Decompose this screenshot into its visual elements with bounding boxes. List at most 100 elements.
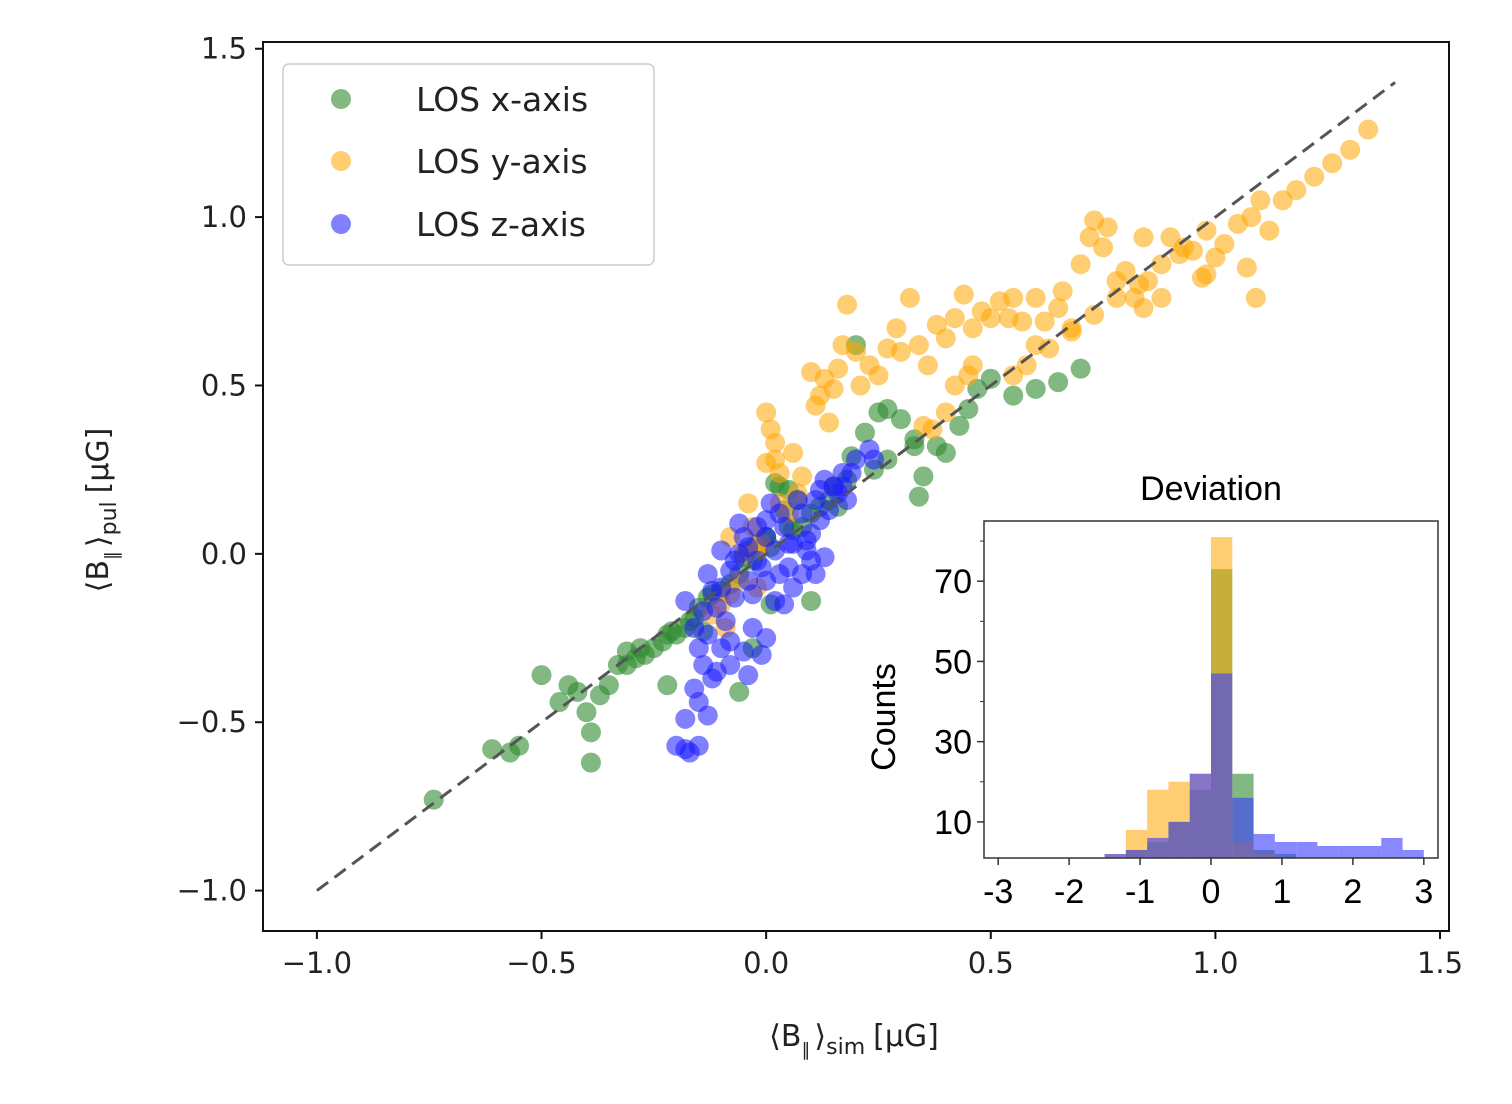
scatter-point-z [756, 628, 777, 649]
scatter-point-z [697, 564, 718, 585]
y-axis-label: ⟨B∥ ⟩pul [μG] [81, 428, 123, 593]
scatter-point-y [1097, 217, 1118, 238]
x-tick-label: 1.0 [1192, 946, 1238, 980]
scatter-point-y [998, 308, 1019, 329]
y-axis-label-unit: [μG] [81, 428, 116, 494]
scatter-point-y [1286, 180, 1307, 201]
scatter-point-x [549, 692, 570, 713]
inset-title: Deviation [1140, 470, 1282, 508]
hist-bar-z [1359, 845, 1382, 858]
scatter-point-y [935, 402, 956, 423]
scatter-point-y [769, 463, 790, 484]
scatter-point-x [1025, 378, 1046, 399]
scatter-point-x [482, 739, 503, 760]
scatter-point-x [657, 675, 678, 696]
scatter-point-z [814, 547, 835, 568]
scatter-point-y [1106, 287, 1127, 308]
scatter-point-z [837, 489, 858, 510]
x-axis-label: ⟨B∥ ⟩sim [μG] [769, 1019, 939, 1061]
scatter-point-y [783, 442, 804, 463]
main-plot-frame [262, 41, 1450, 932]
x-tick-label: −0.5 [506, 946, 576, 980]
x-axis-label-unit: [μG] [873, 1019, 939, 1054]
scatter-point-y [1048, 298, 1069, 319]
scatter-point-x [801, 590, 822, 611]
scatter-point-z [684, 678, 705, 699]
inset-y-tick-label: 30 [934, 724, 972, 762]
scatter-point-y [1151, 287, 1172, 308]
scatter-point-z [702, 580, 723, 601]
legend-box [282, 63, 655, 266]
scatter-point-y [1214, 234, 1235, 255]
scatter-point-y [819, 412, 840, 433]
main-scatter-plot: −1.0 −0.5 0.0 0.5 1.0 1.5 −1.0 −0.5 0.0 0.5 1.0 1.… [81, 32, 1463, 1061]
scatter-point-x [616, 641, 637, 662]
hist-bar-z [1125, 849, 1148, 858]
scatter-point-x [958, 399, 979, 420]
scatter-point-y [1025, 287, 1046, 308]
scatter-point-z [774, 594, 795, 615]
legend: LOS x-axis LOS y-axis LOS z-axis [282, 63, 655, 266]
inset-x-tick-label: -3 [983, 873, 1013, 911]
scatter-point-z [720, 654, 741, 675]
scatter-point-z [787, 489, 808, 510]
legend-marker-z [331, 214, 351, 234]
legend-marker-y [331, 151, 351, 171]
scatter-point-y [1340, 139, 1361, 160]
inset-y-tick-label: 50 [934, 643, 972, 681]
scatter-point-z [724, 550, 745, 571]
inset-y-tick-label: 70 [934, 563, 972, 601]
scatter-point-y [792, 466, 813, 487]
scatter-point-y [944, 308, 965, 329]
scatter-point-y [1173, 237, 1194, 258]
scatter-point-x [949, 415, 970, 436]
scatter-point-y [953, 284, 974, 305]
inset-x-tick-label: -2 [1054, 873, 1084, 911]
hist-bar-z [1381, 837, 1403, 858]
y-tick-label: −0.5 [177, 705, 247, 739]
scatter-point-y [1052, 281, 1073, 302]
scatter-point-y [1133, 298, 1154, 319]
x-tick-label: 0.0 [743, 946, 789, 980]
y-axis-label-mid: ⟩ [81, 535, 116, 547]
scatter-point-x [935, 442, 956, 463]
scatter-point-y [1016, 355, 1037, 376]
scatter-point-y [1061, 321, 1082, 342]
inset-x-tick-label: 3 [1414, 873, 1433, 911]
scatter-point-z [863, 449, 884, 470]
scatter-point-y [962, 355, 983, 376]
scatter-point-y [899, 287, 920, 308]
x-tick-label: −1.0 [282, 946, 352, 980]
scatter-point-y [765, 432, 786, 453]
scatter-point-y [756, 402, 777, 423]
scatter-point-y [917, 355, 938, 376]
scatter-point-y [823, 378, 844, 399]
scatter-point-y [886, 318, 907, 339]
scatter-point-x [580, 722, 601, 743]
legend-label-y: LOS y-axis [416, 142, 588, 181]
scatter-point-y [935, 328, 956, 349]
scatter-point-y [1034, 311, 1055, 332]
scatter-point-z [675, 590, 696, 611]
y-tick-label: 1.5 [201, 32, 247, 66]
hist-bar-z [1296, 841, 1318, 858]
inset-x-tick-label: 0 [1202, 873, 1221, 911]
hist-bar-z [1253, 833, 1275, 858]
x-tick-label: 1.5 [1417, 946, 1463, 980]
scatter-point-y [850, 375, 871, 396]
scatter-point-z [706, 597, 727, 618]
scatter-point-y [1115, 260, 1136, 281]
scatter-point-x [580, 752, 601, 773]
scatter-point-x [890, 409, 911, 430]
x-tick-label: 0.5 [968, 946, 1014, 980]
identity-reference-line [316, 81, 1396, 892]
scatter-point-y [1093, 237, 1114, 258]
scatter-point-x [1048, 372, 1069, 393]
inset-y-axis-label: Counts [865, 663, 903, 771]
scatter-point-y [944, 375, 965, 396]
scatter-point-z [688, 735, 709, 756]
scatter-point-y [1245, 287, 1266, 308]
scatter-point-y [1133, 227, 1154, 248]
hist-bar-z [1189, 773, 1211, 858]
